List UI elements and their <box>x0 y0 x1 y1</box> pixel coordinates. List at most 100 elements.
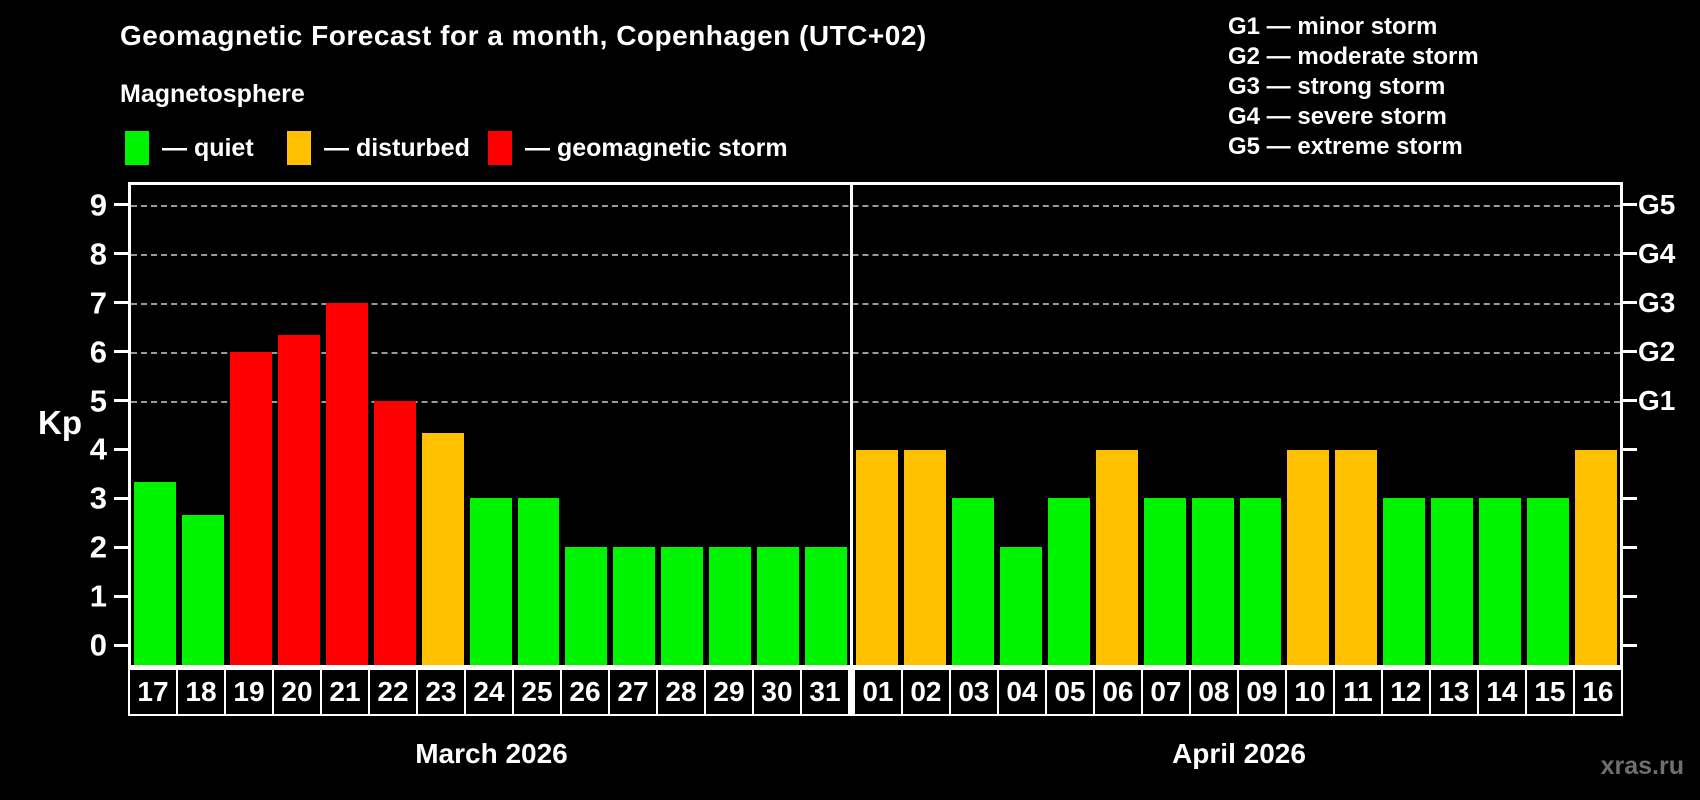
day-row-month-divider <box>849 668 853 716</box>
g4-legend-line: G4 — severe storm <box>1228 103 1447 130</box>
kp-bar-day-03-quiet <box>951 498 994 665</box>
y-axis-tick-0 <box>114 643 128 647</box>
grid-line-kp5 <box>131 400 1620 403</box>
bar-slot-day-07 <box>1141 185 1189 665</box>
chart-subtitle: Magnetosphere <box>120 80 305 108</box>
bar-slot-day-03 <box>949 185 997 665</box>
bar-slot-day-09 <box>1237 185 1285 665</box>
kp-bar-day-30-quiet <box>757 547 800 665</box>
kp-bar-day-29-quiet <box>709 547 752 665</box>
g5-legend-line: G5 — extreme storm <box>1228 133 1463 160</box>
day-cell-10: 10 <box>1284 668 1335 716</box>
day-cell-16: 16 <box>1572 668 1623 716</box>
g-scale-label-g3: G3 <box>1638 286 1676 318</box>
plot-area: 0 1 2 3 4 5 G1 6 G2 7 G3 8 G4 9 G5 <box>90 182 1675 668</box>
bar-slot-day-23 <box>419 185 467 665</box>
bar-slot-day-22 <box>371 185 419 665</box>
bar-slot-day-21 <box>323 185 371 665</box>
legend-item-quiet: — quiet <box>125 131 254 165</box>
bar-slot-day-10 <box>1284 185 1332 665</box>
day-cell-28: 28 <box>656 668 706 716</box>
kp-bar-day-20-storm <box>277 335 320 665</box>
day-cell-31: 31 <box>800 668 850 716</box>
bar-slot-day-26 <box>562 185 610 665</box>
y-axis-label-4: 4 <box>89 431 107 467</box>
day-cell-17: 17 <box>128 668 178 716</box>
day-cell-23: 23 <box>416 668 466 716</box>
right-axis-tick-2 <box>1623 545 1637 549</box>
bar-slot-day-18 <box>179 185 227 665</box>
day-cell-21: 21 <box>320 668 370 716</box>
right-axis-tick-0 <box>1623 643 1637 647</box>
day-cell-24: 24 <box>464 668 514 716</box>
day-cell-18: 18 <box>176 668 226 716</box>
storm-color-swatch <box>488 131 512 165</box>
g-scale-label-g5: G5 <box>1638 188 1676 220</box>
g1-legend-line: G1 — minor storm <box>1228 13 1438 40</box>
kp-bar-day-21-storm <box>325 302 368 665</box>
kp-bar-day-31-quiet <box>805 547 848 665</box>
grid-line-kp9 <box>131 204 1620 207</box>
bar-slot-day-19 <box>227 185 275 665</box>
y-axis-label-5: 5 <box>89 383 107 418</box>
day-cell-05: 05 <box>1044 668 1095 716</box>
legend-label-disturbed: — disturbed <box>324 133 470 162</box>
y-axis-label-7: 7 <box>89 285 107 321</box>
month-label-april: April 2026 <box>1172 738 1306 769</box>
kp-bar-day-16-disturbed <box>1575 449 1618 665</box>
right-axis-tick-6 <box>1623 350 1637 354</box>
g2-legend-line: G2 — moderate storm <box>1228 43 1479 70</box>
bar-slot-day-04 <box>997 185 1045 665</box>
y-axis-tick-6 <box>114 350 128 354</box>
kp-bar-day-02-disturbed <box>903 449 946 665</box>
y-axis-tick-5 <box>114 399 128 402</box>
bar-slot-day-25 <box>515 185 563 665</box>
g-scale-label-g1: G1 <box>1638 384 1676 416</box>
kp-bar-day-07-quiet <box>1143 498 1186 665</box>
kp-bar-day-04-quiet <box>999 547 1042 665</box>
legend-item-storm: — geomagnetic storm <box>488 131 788 165</box>
y-axis-label-8: 8 <box>89 236 107 272</box>
month-label-march: March 2026 <box>415 738 568 769</box>
kp-bar-day-06-disturbed <box>1095 449 1138 665</box>
y-axis-label-9: 9 <box>89 187 107 223</box>
kp-bar-day-17-quiet <box>134 482 176 665</box>
right-axis-tick-9 <box>1623 203 1637 207</box>
g-scale-label-g2: G2 <box>1638 335 1676 367</box>
right-axis-tick-4 <box>1623 447 1637 451</box>
y-axis-tick-7 <box>114 301 128 305</box>
kp-bar-day-14-quiet <box>1479 498 1522 665</box>
bar-slot-day-24 <box>467 185 515 665</box>
y-axis-label-2: 2 <box>89 529 107 565</box>
day-cell-13: 13 <box>1428 668 1479 716</box>
day-cell-20: 20 <box>272 668 322 716</box>
day-group-april: 01 02 03 04 05 06 07 08 09 10 11 12 13 14 15 16 <box>852 668 1623 716</box>
kp-bar-day-08-quiet <box>1191 498 1234 665</box>
bar-slot-day-27 <box>610 185 658 665</box>
right-axis-tick-3 <box>1623 496 1637 500</box>
kp-bar-day-05-quiet <box>1047 498 1090 665</box>
legend-item-disturbed: — disturbed <box>287 131 470 165</box>
bar-slot-day-17 <box>131 185 179 665</box>
bar-slot-day-11 <box>1332 185 1380 665</box>
y-axis-tick-3 <box>114 496 128 500</box>
grid-line-kp7 <box>131 302 1620 305</box>
day-cell-25: 25 <box>512 668 562 716</box>
kp-bar-day-25-quiet <box>517 498 560 665</box>
kp-bar-day-26-quiet <box>565 547 608 665</box>
day-cell-27: 27 <box>608 668 658 716</box>
bar-slot-day-15 <box>1524 185 1572 665</box>
bar-slot-day-30 <box>754 185 802 665</box>
day-axis-row: 17 18 19 20 21 22 23 24 25 26 27 28 29 30 31 01 02 03 04 05… <box>128 668 1623 716</box>
kp-bar-day-27-quiet <box>613 547 656 665</box>
day-cell-15: 15 <box>1524 668 1575 716</box>
right-axis-tick-8 <box>1623 252 1637 256</box>
kp-bar-day-18-quiet <box>181 514 224 665</box>
day-cell-19: 19 <box>224 668 274 716</box>
kp-bar-day-09-quiet <box>1239 498 1282 665</box>
kp-bar-day-24-quiet <box>469 498 512 665</box>
right-axis-tick-5 <box>1623 399 1637 402</box>
bar-slot-day-08 <box>1189 185 1237 665</box>
right-axis-tick-1 <box>1623 594 1637 598</box>
grid-line-kp6 <box>131 351 1620 354</box>
